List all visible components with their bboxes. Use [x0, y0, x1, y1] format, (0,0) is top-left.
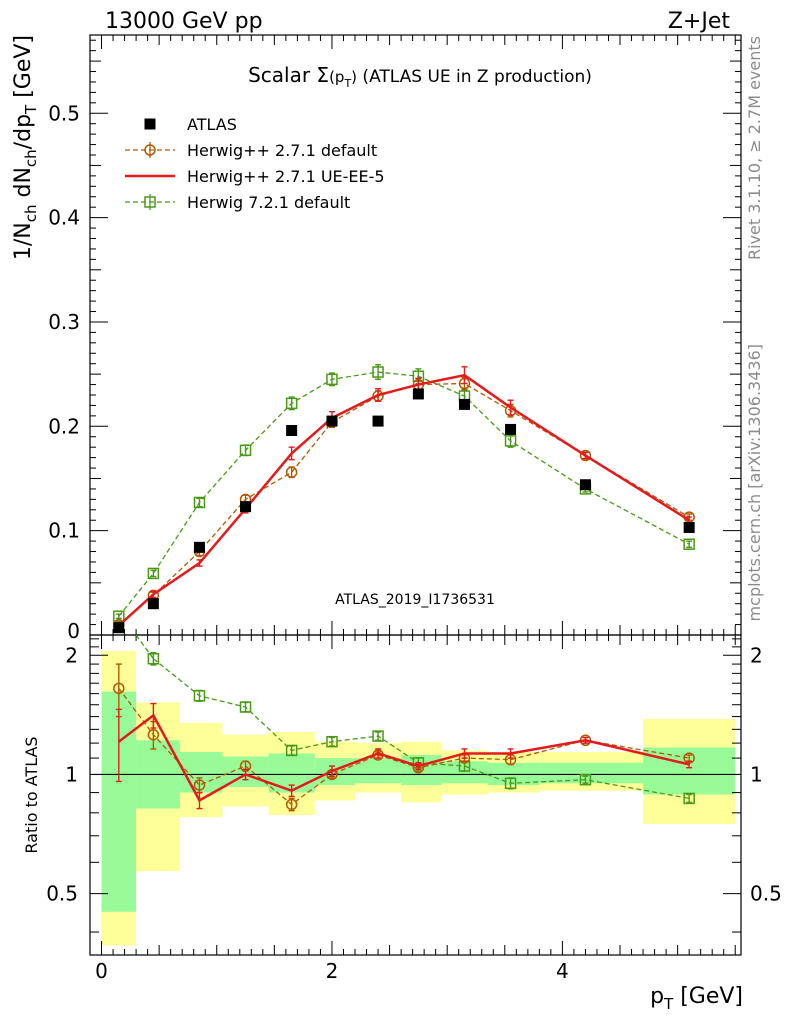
ratio-y-axis-label: Ratio to ATLAS [22, 736, 41, 853]
series-line [118, 371, 690, 617]
series-line [117, 373, 690, 627]
atlas-data-point [240, 501, 252, 513]
x-tick-label: 2 [326, 959, 339, 983]
series-point [683, 538, 695, 550]
ratio-y-tick-label: 0.5 [46, 882, 78, 906]
ratio-point [113, 682, 125, 695]
legend-label: ATLAS [187, 115, 237, 134]
y-label-text: /dp [11, 114, 36, 149]
ratio-point [239, 701, 252, 713]
ratio-point [147, 728, 160, 741]
y-label-text: dN [11, 167, 36, 204]
ratio-y-tick-label-right: 2 [750, 643, 763, 667]
legend-marker-atlas [144, 118, 156, 130]
uncertainty-band-inner [355, 758, 402, 784]
legend: ATLAS Herwig++ 2.7.1 default Herwig++ 2.7.… [125, 115, 385, 212]
collision-label: 13000 GeV pp [105, 9, 263, 34]
series-point [285, 466, 298, 478]
y-label-subscript: T [22, 104, 40, 115]
chart-title: Scalar Σ(pT) (ATLAS UE in Z production) [248, 63, 592, 90]
ratio-series-line [118, 687, 690, 806]
mcplots-source-label: mcplots.cern.ch [arXiv:1306.3436] [745, 344, 764, 621]
series-point [147, 567, 160, 580]
series-point [504, 435, 517, 447]
ratio-series-line-offscale [135, 634, 154, 660]
series-point [285, 397, 298, 410]
series-line [118, 382, 690, 626]
y-label-subscript: ch [22, 149, 40, 167]
atlas-data-point [579, 479, 591, 491]
uncertainty-band-inner [179, 751, 223, 793]
ratio-point [285, 798, 298, 811]
x-axis-label: pT [GeV] [650, 984, 743, 1013]
ratio-y-tick-label-right: 0.5 [750, 882, 782, 906]
y-tick-label: 0.1 [48, 519, 80, 543]
ratio-frame [89, 634, 742, 956]
title-variable: (p [329, 68, 344, 86]
x-label-text: [GeV] [673, 984, 743, 1009]
ratio-series-line [118, 713, 690, 803]
atlas-data-point [412, 388, 424, 400]
y-tick-label: 0.4 [48, 206, 80, 230]
atlas-data-point [193, 541, 205, 553]
atlas-data-point [113, 622, 125, 634]
atlas-data-point [505, 423, 517, 435]
ratio-point [372, 730, 384, 742]
series-point [579, 449, 592, 462]
rivet-version-label: Rivet 3.1.10, ≥ 2.7M events [745, 36, 764, 260]
ratio-point [193, 779, 206, 791]
ratio-point [193, 690, 206, 702]
atlas-data-point [372, 415, 384, 427]
x-tick-label: 4 [556, 959, 569, 983]
legend-label: Herwig++ 2.7.1 UE-EE-5 [187, 167, 385, 186]
series-point [239, 444, 252, 457]
ratio-y-tick-label-right: 1 [750, 762, 763, 786]
title-text: (ATLAS UE in Z production) [357, 67, 592, 87]
legend-label: Herwig 7.2.1 default [187, 193, 350, 212]
process-label: Z+Jet [668, 9, 731, 34]
ratio-point [285, 744, 298, 757]
atlas-data-point [326, 415, 338, 427]
y-label-subscript: ch [22, 205, 40, 223]
x-label-text: p [650, 984, 664, 1009]
y-axis-label: 1/Nch dNch/dpT [GeV] [11, 35, 40, 260]
legend-label: Herwig++ 2.7.1 default [187, 141, 377, 160]
title-text: Scalar [248, 63, 316, 87]
y-tick-label-zero: 0 [67, 619, 80, 643]
uncertainty-band-inner [539, 762, 644, 784]
ratio-point [326, 735, 338, 748]
series-point [113, 610, 125, 622]
series-point [326, 373, 338, 386]
atlas-data-point [147, 598, 159, 610]
ratio-point [504, 777, 517, 790]
x-tick-label: 0 [95, 959, 108, 983]
ratio-point [579, 773, 592, 786]
y-tick-label: 0.3 [48, 310, 80, 334]
y-label-text: 1/N [11, 222, 36, 260]
y-label-text: [GeV] [11, 35, 36, 105]
ratio-y-tick-label: 2 [65, 643, 78, 667]
x-label-subscript: T [663, 995, 674, 1013]
series-point [193, 496, 206, 509]
ratio-point [683, 792, 695, 805]
title-subscript: T [343, 77, 351, 90]
analysis-watermark: ATLAS_2019_I1736531 [335, 592, 495, 608]
atlas-data-point [286, 424, 298, 436]
ratio-y-tick-label: 1 [65, 762, 78, 786]
ratio-point [147, 652, 160, 665]
legend-marker [144, 196, 156, 208]
atlas-data-point [458, 398, 470, 410]
title-variable: ) [351, 68, 357, 86]
series-point [372, 366, 384, 378]
y-tick-label: 0.5 [48, 101, 80, 125]
atlas-data-point [683, 522, 695, 534]
legend-marker [144, 144, 156, 156]
title-sigma: Σ [316, 63, 329, 87]
uncertainty-band-inner [441, 761, 488, 784]
y-tick-label: 0.2 [48, 414, 80, 438]
